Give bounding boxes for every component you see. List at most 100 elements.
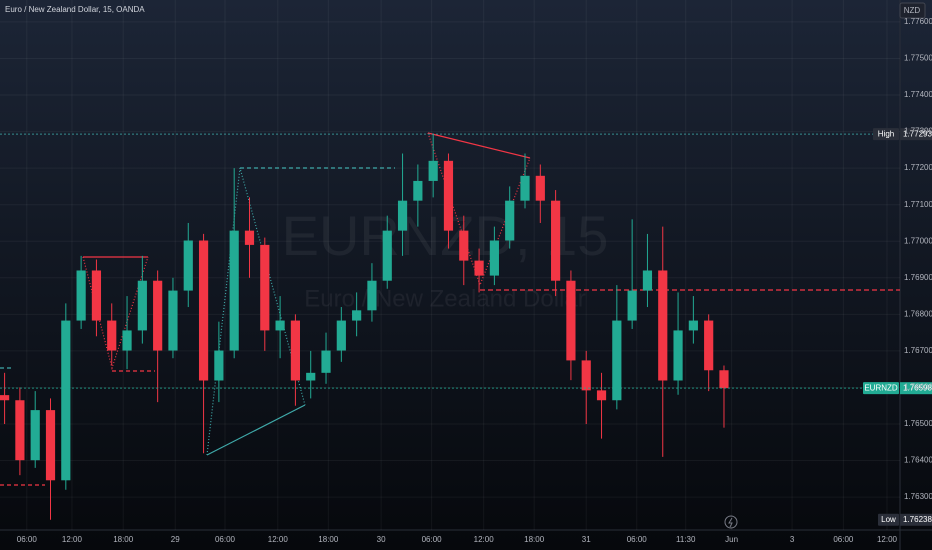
x-tick-label: 06:00 — [833, 535, 854, 544]
y-tick-label: 1.77300 — [904, 127, 932, 136]
candle-body — [382, 230, 392, 281]
x-tick-label: 06:00 — [422, 535, 443, 544]
candle-body — [183, 240, 193, 291]
candle-body — [137, 280, 147, 331]
currency: NZD — [904, 6, 921, 15]
x-tick-label: 30 — [377, 535, 386, 544]
candle-body — [413, 180, 423, 201]
y-tick-label: 1.76300 — [904, 492, 932, 501]
candle-body — [581, 360, 591, 391]
x-tick-label: 3 — [790, 535, 795, 544]
y-tick-label: 1.76400 — [904, 456, 932, 465]
candle-body — [244, 230, 255, 245]
marker-label-box — [873, 128, 899, 141]
x-tick-label: Jun — [725, 535, 738, 544]
candle-body — [551, 200, 561, 281]
x-tick-label: 12:00 — [474, 535, 495, 544]
x-tick-label: 12:00 — [268, 535, 289, 544]
candle-body — [275, 320, 285, 331]
y-tick-label: 1.77400 — [904, 90, 932, 99]
y-tick-label: 1.76900 — [904, 273, 932, 282]
candle-body — [260, 244, 270, 331]
x-tick-label: 18:00 — [113, 535, 134, 544]
y-tick-label: 1.77000 — [904, 236, 932, 245]
watermark-subtitle: Euro / New Zealand Dollar — [304, 285, 585, 312]
candles — [0, 134, 729, 520]
y-tick-label: 1.77600 — [904, 17, 932, 26]
candle-body — [61, 320, 71, 481]
candle-body — [153, 280, 163, 351]
marker-value-box — [900, 513, 932, 526]
candle-body — [627, 290, 637, 321]
candle-body — [520, 175, 530, 201]
events-icon[interactable] — [724, 515, 738, 529]
candle-body — [505, 200, 515, 241]
candle-body — [15, 400, 25, 461]
y-tick-label: 1.76800 — [904, 309, 932, 318]
candle-body — [290, 320, 300, 381]
candle-body — [352, 310, 362, 321]
candle-body — [107, 320, 117, 351]
candle-body — [91, 270, 102, 321]
y-tick-label: 1.76700 — [904, 346, 932, 355]
marker-label: High — [878, 129, 894, 138]
symbol-title: Euro / New Zealand Dollar, 15, OANDA — [5, 5, 145, 14]
x-tick-label: 06:00 — [215, 535, 236, 544]
candle-body — [428, 160, 438, 181]
x-tick-label: 06:00 — [627, 535, 648, 544]
candle-body — [642, 270, 653, 291]
candle-body — [122, 330, 132, 351]
candle-body — [367, 280, 377, 311]
x-tick-label: 12:00 — [62, 535, 83, 544]
candle-body — [673, 330, 683, 381]
x-tick-label: 18:00 — [318, 535, 339, 544]
y-tick-label: 1.77500 — [904, 54, 932, 63]
candle-body — [489, 240, 499, 276]
currency-box[interactable] — [899, 2, 926, 19]
candle-body — [336, 320, 346, 351]
marker-label: Low — [881, 515, 896, 524]
candle-body — [459, 230, 469, 261]
candle-body — [658, 270, 668, 381]
x-tick-label: 29 — [171, 535, 180, 544]
marker-value: 1.76598 — [903, 383, 932, 392]
candle-body — [30, 410, 40, 461]
candle-body — [45, 410, 56, 481]
x-tick-label: 06:00 — [17, 535, 38, 544]
y-tick-label: 1.76600 — [904, 383, 932, 392]
candle-body — [535, 175, 545, 201]
x-tick-label: 11:30 — [676, 535, 696, 544]
candle-body — [76, 270, 86, 321]
candle-body — [321, 350, 331, 373]
candle-body — [443, 160, 454, 231]
candle-body — [612, 320, 622, 401]
candle-body — [596, 390, 607, 401]
marker-label-box — [863, 382, 899, 395]
candle-body — [214, 350, 224, 381]
candle-body — [688, 320, 698, 331]
candle-body — [474, 260, 484, 276]
y-tick-label: 1.76500 — [904, 419, 932, 428]
candle-body — [704, 320, 714, 371]
marker-label: EURNZD — [864, 383, 898, 392]
candle-body — [566, 280, 576, 361]
events-bolt — [728, 517, 733, 528]
marker-value-box — [900, 382, 932, 395]
y-tick-label: 1.77100 — [904, 200, 932, 209]
candle-body — [719, 370, 729, 389]
marker-value: 1.77293 — [903, 129, 932, 138]
candle-body — [198, 240, 209, 381]
marker-label-box — [878, 513, 899, 526]
candle-body — [168, 290, 178, 351]
candle-body — [397, 200, 408, 231]
candle-body — [229, 230, 239, 351]
candle-body — [306, 372, 316, 381]
x-tick-label: 18:00 — [524, 535, 545, 544]
x-tick-label: 12:00 — [877, 535, 898, 544]
x-tick-label: 31 — [582, 535, 591, 544]
price-markers: High 1.77293 EURNZD 1.76598 Low 1.76238 — [0, 128, 932, 526]
y-tick-label: 1.77200 — [904, 163, 932, 172]
marker-value-box — [900, 128, 932, 141]
